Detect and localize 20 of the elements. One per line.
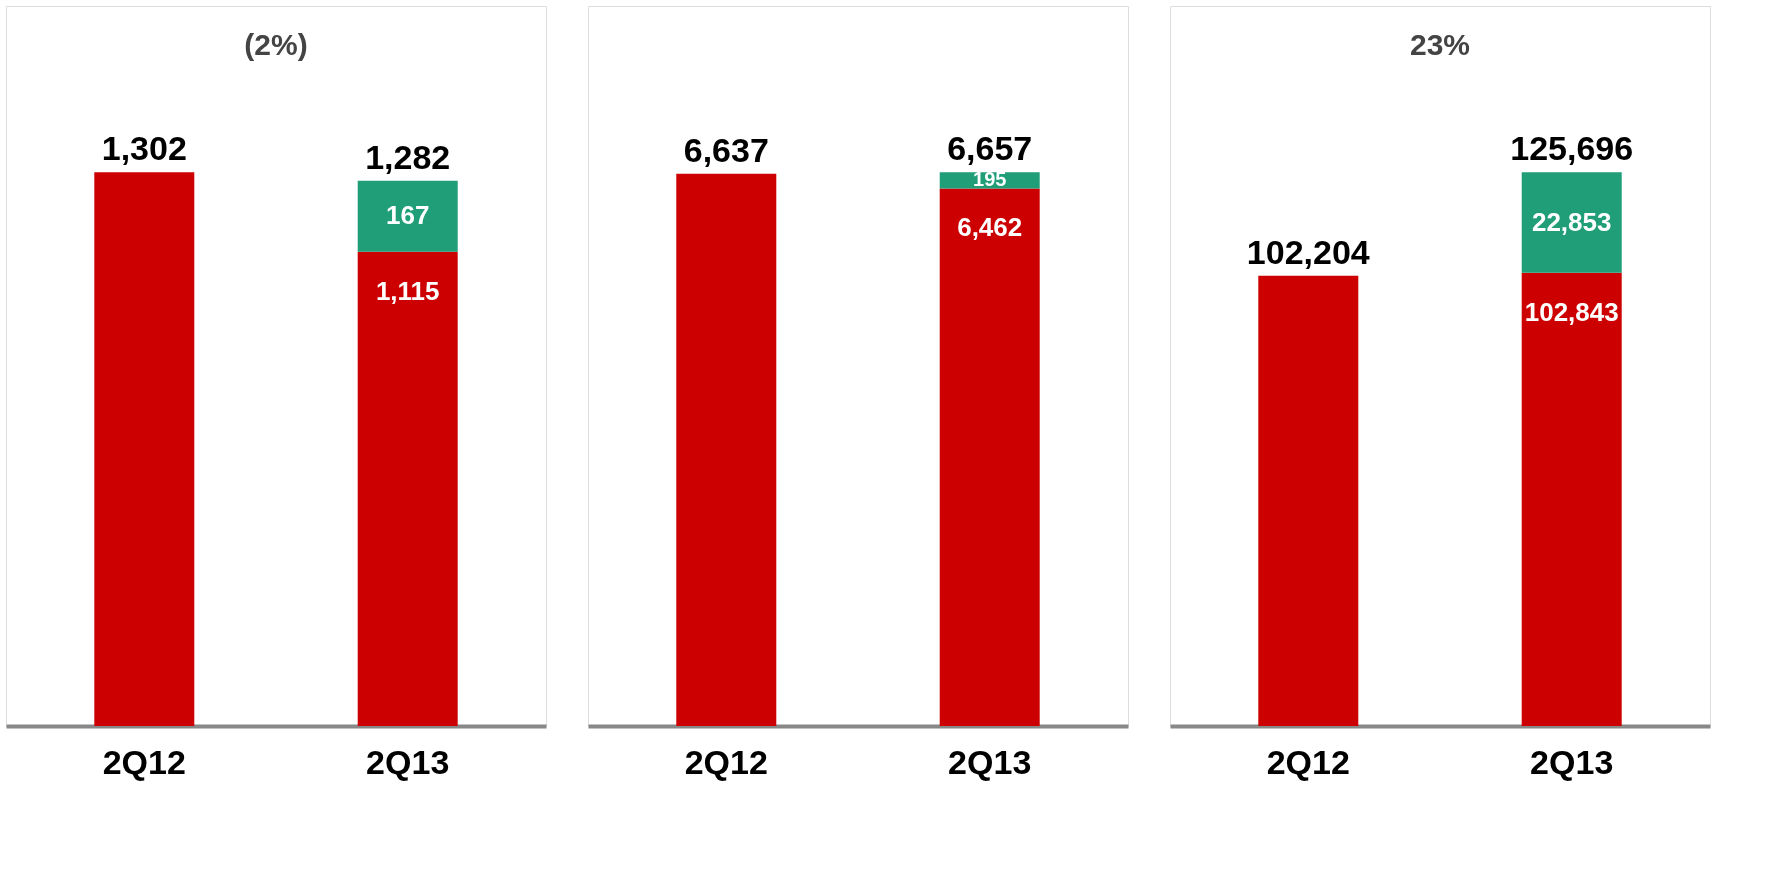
data-label: 22,853 bbox=[1531, 206, 1612, 237]
data-label: 167 bbox=[386, 200, 430, 231]
data-label: 195 bbox=[973, 168, 1007, 191]
data-label: 6,462 bbox=[957, 212, 1023, 243]
data-label: 102,204 bbox=[1246, 232, 1370, 271]
total-label: 125,696 bbox=[1510, 129, 1634, 168]
text: (2%) bbox=[244, 28, 308, 61]
data-label: 102,843 bbox=[1524, 296, 1619, 327]
total-label: 6,657 bbox=[947, 129, 1033, 168]
x-tick-label: 2Q12 bbox=[102, 742, 186, 781]
data-label: 1,302 bbox=[101, 129, 187, 168]
data-label: 1,115 bbox=[375, 275, 440, 306]
x-tick-label: 2Q13 bbox=[948, 742, 1032, 781]
x-tick-label: 2Q12 bbox=[684, 742, 768, 781]
x-tick-label: 2Q13 bbox=[366, 742, 450, 781]
data-label: 6,637 bbox=[683, 130, 769, 169]
total-label: 1,282 bbox=[365, 137, 451, 176]
text: 23% bbox=[1409, 28, 1471, 61]
x-tick-label: 2Q12 bbox=[1266, 742, 1350, 781]
x-tick-label: 2Q13 bbox=[1530, 742, 1614, 781]
